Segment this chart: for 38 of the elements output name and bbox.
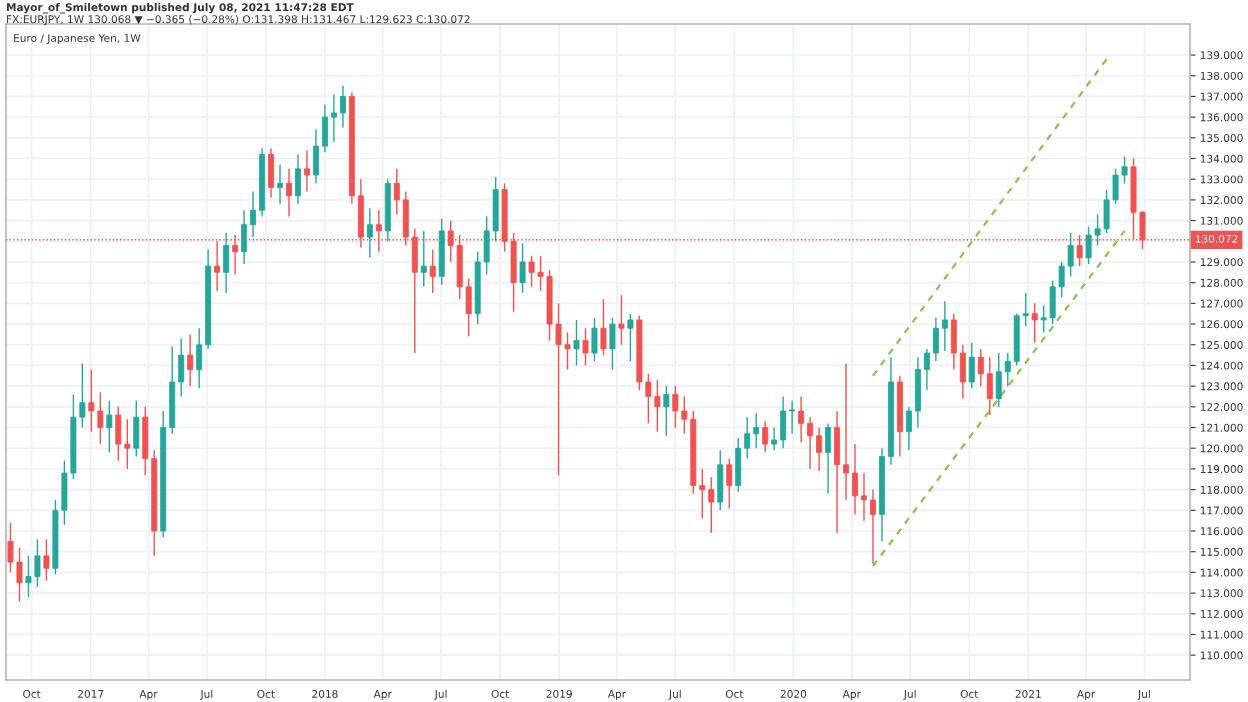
candlestick <box>187 333 194 387</box>
candlestick <box>1076 234 1083 267</box>
candlestick <box>834 410 841 534</box>
candlestick <box>968 341 975 389</box>
candlestick <box>277 164 284 205</box>
candlestick <box>519 242 526 294</box>
candlestick <box>223 232 230 294</box>
candlestick <box>618 294 625 346</box>
candlestick <box>591 317 598 363</box>
candlestick <box>303 149 310 193</box>
candlestick <box>726 457 733 509</box>
candlestick <box>384 178 391 242</box>
candlestick <box>420 230 427 288</box>
candlestick <box>573 319 580 367</box>
candlestick <box>609 317 616 371</box>
candlestick <box>241 209 248 265</box>
candlestick <box>438 217 445 286</box>
candlestick <box>429 248 436 294</box>
candlestick <box>43 538 50 582</box>
candlestick <box>663 385 670 437</box>
candlestick <box>286 168 292 218</box>
candlestick <box>717 449 724 512</box>
candlestick <box>582 327 589 367</box>
candlestick <box>268 147 275 199</box>
candlestick <box>627 313 634 363</box>
candlestick <box>798 395 805 443</box>
candlestick <box>1031 302 1038 344</box>
candlestick <box>295 153 301 205</box>
candlestick <box>133 399 140 458</box>
candlestick <box>735 437 742 493</box>
candlestick <box>825 422 832 495</box>
candlestick <box>762 420 769 454</box>
candlestick <box>600 298 607 356</box>
candlestick <box>106 399 113 454</box>
candlestick <box>339 85 346 129</box>
candlestick <box>986 356 993 416</box>
candlestick <box>366 207 373 259</box>
candlestick <box>941 300 948 352</box>
